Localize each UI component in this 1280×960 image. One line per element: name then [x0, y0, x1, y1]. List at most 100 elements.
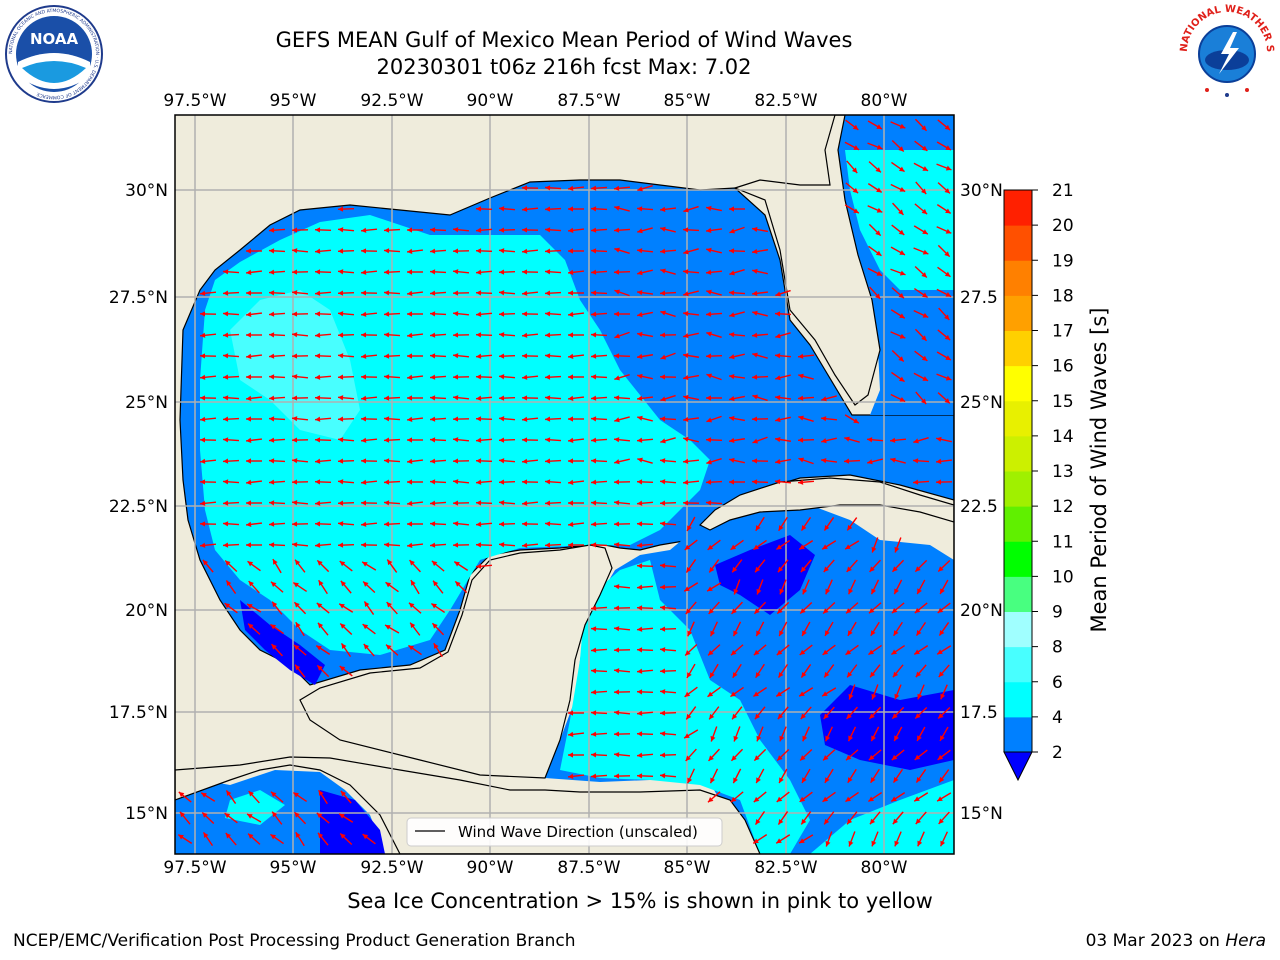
wind-arrow-706: [590, 752, 608, 758]
wind-arrow-733: [824, 768, 834, 784]
wind-arrow-193: [406, 332, 424, 338]
wind-arrow-673: [613, 710, 631, 716]
wind-arrow-519: [453, 561, 469, 571]
wind-arrow-682: [823, 706, 835, 720]
wind-arrow-581: [822, 602, 836, 614]
wind-arrow-740: [200, 792, 216, 802]
wind-arrow-297: [752, 394, 768, 402]
wind-arrow-579: [776, 601, 790, 615]
wind-arrow-262: [637, 373, 653, 380]
wind-arrow-657: [636, 689, 654, 695]
wind-arrow-367: [222, 458, 240, 464]
wind-arrow-465: [521, 521, 539, 527]
wind-arrow-501: [753, 539, 767, 551]
wind-arrow-379: [498, 458, 516, 464]
wind-arrow-611: [938, 622, 950, 636]
wind-arrow-303: [937, 392, 951, 404]
wind-arrow-175: [660, 310, 676, 318]
wind-arrow-144: [636, 290, 654, 296]
wind-arrow-613: [293, 644, 307, 656]
wind-arrow-266: [728, 374, 746, 380]
wind-arrow-3: [914, 118, 928, 132]
wind-arrow-768: [800, 811, 812, 825]
wind-arrow-264: [682, 374, 700, 381]
wind-arrow-744: [292, 791, 308, 803]
wind-arrow-206: [706, 331, 722, 339]
wind-arrow-152: [891, 287, 905, 299]
wind-arrow-180: [774, 311, 792, 317]
colorbar-title: Mean Period of Wind Waves [s]: [1087, 308, 1111, 633]
wind-arrow-290: [590, 395, 608, 401]
wind-arrow-79: [452, 248, 470, 254]
wind-arrow-186: [246, 332, 262, 338]
wind-arrow-279: [337, 395, 355, 401]
wind-arrow-518: [431, 560, 445, 572]
wind-arrow-22: [867, 183, 883, 193]
wind-arrow-167: [475, 311, 493, 317]
colorbar-extend-triangle: [1003, 751, 1033, 782]
wind-arrow-433: [314, 500, 332, 506]
wind-arrow-369: [268, 458, 286, 464]
noaa-logo-text: NOAA: [30, 30, 79, 48]
wind-arrow-154: [936, 288, 952, 298]
wind-arrow-693: [683, 729, 699, 739]
wind-arrow-272: [936, 373, 952, 381]
wind-arrow-70: [246, 248, 262, 254]
wind-arrow-17: [567, 185, 585, 191]
wind-arrow-21: [845, 182, 859, 194]
wind-arrow-246: [268, 374, 286, 380]
wind-arrow-29: [521, 206, 539, 212]
wind-arrow-695: [733, 726, 741, 742]
lon-tick-top-2: 92.5°W: [360, 91, 423, 111]
wind-arrow-451: [199, 521, 217, 527]
wind-arrow-223: [429, 353, 447, 359]
lon-tick-bottom-0: 97.5°W: [163, 858, 226, 878]
wind-arrow-201: [590, 332, 608, 338]
wind-arrow-497: [636, 542, 654, 548]
wind-arrow-773: [915, 811, 927, 825]
wind-arrow-233: [660, 352, 676, 360]
wind-arrow-267: [751, 374, 769, 380]
wind-arrow-0: [845, 119, 859, 131]
colorbar-swatch-5: [1004, 541, 1032, 577]
wind-arrow-677: [708, 706, 720, 720]
wind-arrow-711: [708, 748, 720, 762]
wind-arrow-471: [659, 521, 677, 527]
wind-arrow-588: [270, 623, 284, 635]
wind-arrow-542: [385, 581, 399, 593]
wind-arrow-756: [913, 792, 929, 802]
wind-arrow-409: [429, 479, 447, 485]
wind-arrow-216: [268, 353, 286, 359]
wind-arrow-309: [314, 416, 332, 422]
wind-arrow-4: [937, 119, 951, 131]
wind-arrow-209: [775, 332, 791, 339]
wind-arrow-71: [268, 248, 286, 254]
wind-arrow-352: [636, 437, 654, 443]
lat-tick-right-3: 22.5: [960, 497, 998, 517]
atlantic-cyan-region: [845, 150, 954, 290]
wind-arrow-131: [337, 290, 355, 296]
wind-arrow-786: [798, 834, 814, 844]
wind-arrow-73: [314, 248, 332, 254]
colorbar-tick-6: 11: [1052, 532, 1074, 552]
wind-arrow-490: [475, 542, 493, 548]
wind-arrow-142: [590, 290, 608, 296]
wind-arrow-128: [268, 290, 286, 296]
wind-arrow-470: [636, 521, 654, 527]
wind-arrow-286: [498, 395, 516, 401]
wind-arrow-617: [385, 644, 399, 656]
lon-tick-bottom-5: 85°W: [664, 858, 711, 878]
wind-arrow-572: [613, 605, 631, 611]
wind-arrow-225: [475, 353, 493, 359]
wind-arrow-633: [890, 644, 906, 656]
wind-arrow-438: [429, 500, 447, 506]
wind-arrow-319: [544, 416, 562, 422]
wind-arrow-251: [383, 374, 401, 380]
wind-arrow-148: [728, 290, 746, 296]
wind-arrow-347: [521, 437, 539, 443]
wind-arrow-299: [797, 395, 815, 401]
wind-arrow-114: [613, 269, 631, 275]
wind-arrow-495: [590, 542, 608, 548]
footer-left: NCEP/EMC/Verification Post Processing Pr…: [13, 931, 576, 951]
wind-arrow-489: [452, 542, 470, 548]
